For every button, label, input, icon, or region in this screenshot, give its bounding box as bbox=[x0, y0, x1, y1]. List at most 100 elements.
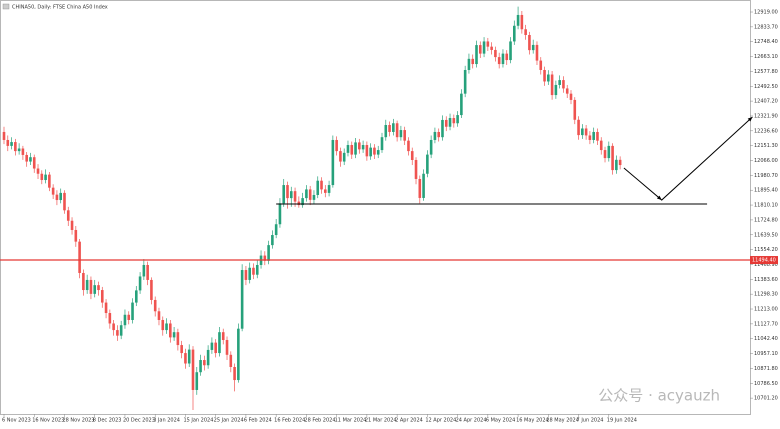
candle-body bbox=[184, 353, 187, 364]
x-tick-label: 21 Mar 2024 bbox=[365, 418, 397, 424]
candle-body bbox=[108, 313, 112, 324]
candle-body bbox=[403, 130, 406, 141]
candle-body bbox=[278, 203, 282, 225]
y-tick-label: 12151.30 bbox=[754, 143, 778, 149]
candle-body bbox=[59, 192, 62, 201]
candle-body bbox=[524, 29, 527, 35]
candle-body bbox=[123, 314, 127, 326]
candle-body bbox=[70, 220, 74, 230]
y-tick-label: 12492.50 bbox=[754, 84, 778, 90]
candle-body bbox=[248, 267, 251, 280]
candle-body bbox=[131, 302, 134, 320]
candle-body bbox=[255, 264, 259, 275]
candle-body bbox=[187, 349, 191, 364]
candle-body bbox=[384, 125, 388, 138]
candle-body bbox=[463, 69, 467, 94]
candle-body bbox=[89, 279, 93, 294]
candle-body bbox=[176, 332, 180, 346]
candle-body bbox=[346, 145, 350, 153]
candle-body bbox=[274, 224, 278, 236]
candle-body bbox=[142, 264, 146, 277]
candle-body bbox=[172, 332, 176, 338]
candle-body bbox=[85, 279, 89, 291]
price-label: 11494.40 bbox=[752, 258, 776, 264]
candle-body bbox=[10, 142, 13, 146]
candle-body bbox=[112, 323, 115, 331]
candle-body bbox=[494, 49, 497, 58]
candle-body bbox=[478, 45, 482, 54]
candle-body bbox=[399, 130, 403, 138]
candle-body bbox=[40, 173, 44, 181]
candle-body bbox=[21, 148, 25, 155]
candle-body bbox=[577, 119, 580, 136]
candle-body bbox=[324, 189, 327, 193]
candle-body bbox=[418, 178, 422, 198]
candle-body bbox=[501, 53, 505, 65]
y-tick-label: 11980.70 bbox=[754, 173, 778, 179]
x-tick-label: 7 Jun 2024 bbox=[577, 418, 604, 424]
candle-body bbox=[535, 44, 539, 61]
candle-body bbox=[448, 118, 452, 127]
candle-body bbox=[316, 180, 320, 195]
candle-body bbox=[78, 241, 81, 273]
candle-body bbox=[509, 41, 512, 61]
candle-body bbox=[267, 245, 270, 261]
y-tick-label: 11298.30 bbox=[754, 292, 778, 298]
x-tick-label: 28 Nov 2023 bbox=[62, 418, 94, 424]
candle-body bbox=[456, 115, 459, 124]
candle-body bbox=[429, 139, 433, 155]
candle-body bbox=[426, 154, 429, 174]
x-tick-label: 8 Dec 2023 bbox=[93, 418, 122, 424]
price-label-box bbox=[750, 256, 778, 265]
y-tick-label: 11639.50 bbox=[754, 232, 778, 238]
candle-body bbox=[240, 270, 244, 329]
candle-body bbox=[93, 285, 97, 294]
projection-path bbox=[623, 116, 753, 201]
candle-body bbox=[482, 41, 486, 54]
candle-body bbox=[206, 349, 210, 366]
x-tick-label: 6 May 2024 bbox=[486, 418, 515, 424]
candle-body bbox=[82, 272, 85, 291]
candle-body bbox=[395, 123, 399, 138]
y-tick-label: 12577.80 bbox=[754, 69, 778, 75]
x-tick-label: 28 May 2024 bbox=[546, 418, 579, 424]
y-tick-label: 10701.20 bbox=[754, 396, 778, 402]
candle-body bbox=[244, 270, 248, 280]
candle-body bbox=[414, 159, 418, 179]
candle-body bbox=[138, 276, 142, 291]
candle-body bbox=[354, 142, 357, 155]
candle-body bbox=[547, 74, 550, 82]
x-tick-label: 15 Jan 2024 bbox=[183, 418, 213, 424]
y-tick-label: 12066.00 bbox=[754, 158, 778, 164]
candle-body bbox=[153, 299, 157, 312]
candle-body bbox=[513, 25, 516, 42]
candle-body bbox=[550, 74, 554, 96]
candle-body bbox=[603, 150, 607, 159]
candle-body bbox=[490, 46, 493, 50]
y-tick-label: 10957.10 bbox=[754, 351, 778, 357]
candle-body bbox=[407, 140, 410, 152]
candle-body bbox=[520, 14, 524, 30]
candle-body bbox=[433, 131, 437, 140]
candle-body bbox=[611, 145, 614, 171]
x-tick-label: 3 Jan 2024 bbox=[153, 418, 180, 424]
candle-body bbox=[25, 154, 28, 162]
candle-body bbox=[32, 157, 36, 169]
candle-body bbox=[150, 279, 153, 300]
candle-body bbox=[169, 323, 172, 338]
candle-body bbox=[252, 267, 255, 275]
candle-body bbox=[127, 314, 131, 320]
candle-body bbox=[441, 119, 444, 138]
candle-body bbox=[342, 152, 346, 162]
candle-body bbox=[233, 366, 236, 381]
x-tick-label: 20 Dec 2023 bbox=[123, 418, 155, 424]
candle-body bbox=[180, 345, 183, 354]
candle-body bbox=[380, 137, 384, 151]
x-tick-label: 12 Apr 2024 bbox=[425, 418, 456, 424]
candle-body bbox=[29, 157, 32, 162]
candle-body bbox=[135, 290, 138, 303]
candle-body bbox=[165, 323, 168, 331]
candle-body bbox=[392, 123, 395, 132]
plot-frame bbox=[0, 0, 751, 415]
